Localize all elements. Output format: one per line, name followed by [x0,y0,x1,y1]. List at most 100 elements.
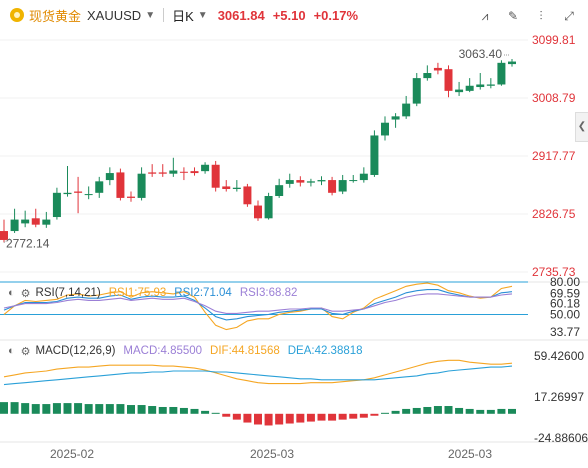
candle-body [370,135,379,175]
eye-icon[interactable]: ◐ [8,287,15,299]
y-tick-label: 2735.73 [532,265,576,279]
candle-body [158,172,167,174]
candle-body [275,185,284,196]
candle-body [433,67,442,71]
macd-tick-label: 59.42600 [534,349,584,363]
dif-line [3,359,513,385]
macd-histogram-bar [264,413,273,426]
candle-body [317,180,326,182]
candle-body [31,218,40,225]
dea-line [3,365,513,386]
macd-histogram-bar [148,406,157,414]
candle-body [285,180,294,184]
chevron-down-icon[interactable]: ▼ [145,9,156,21]
macd-histogram-bar [222,413,231,417]
macd-histogram-bar [349,413,358,419]
high-price-marker: 3063.40 [459,47,503,61]
candle-body [201,164,210,172]
rsi-tick-label: 60.18 [550,296,580,310]
indicator-icon[interactable]: ⩘ [481,9,489,23]
settings-icon[interactable]: ⚙ [20,345,31,358]
macd-histogram-bar [254,413,262,425]
candle-body [381,122,389,136]
macd-histogram-bar [105,404,114,414]
period-selector[interactable]: 日K [172,8,194,24]
candle-body [179,171,188,173]
macd-histogram-bar [402,408,411,414]
macd-histogram-bar [158,406,167,414]
last-price: 3061.84 [217,7,265,23]
draw-icon[interactable]: ✎ [507,9,519,23]
macd-histogram-bar [328,413,337,421]
candle-body [391,116,400,120]
macd-histogram-bar [127,405,135,414]
macd-histogram-bar [179,407,188,414]
gold-coin-icon [10,8,24,22]
eye-icon[interactable]: ◐ [8,345,15,357]
macd-histogram-bar [338,413,347,420]
macd-histogram-bar [275,413,284,425]
candle-body [444,69,453,91]
candle-body [476,84,485,88]
macd-histogram-bar [52,403,61,414]
y-tick-label: 2917.77 [532,149,576,163]
macd-histogram-bar [84,404,93,414]
rsi3-value: RSI3:68.82 [239,287,298,299]
candle-body [74,191,83,193]
divider [163,8,165,22]
macd-histogram-bar [211,412,220,414]
symbol-header: 现货黄金 XAUUSD ▼ 日K ▼ 3061.84 +5.10 +0.17% … [0,0,588,30]
candle-body [455,89,464,93]
candle-body [497,62,506,85]
toolbar: ⩘ ✎ ⫶ ⤢ [476,7,578,25]
macd-histogram-bar [359,413,368,418]
price-change: +5.10 [272,7,306,23]
y-tick-label: 3099.81 [532,33,576,47]
symbol-name[interactable]: 现货黄金 [29,8,82,24]
collapse-arrow-icon[interactable]: ❮ [575,112,588,142]
symbol-code[interactable]: XAUUSD [87,7,142,23]
candle-body [465,85,474,91]
candle-body [423,73,432,79]
candle-body [95,181,104,193]
fullscreen-icon[interactable]: ⤢ [564,9,574,23]
macd-histogram-bar [306,413,315,422]
macd-histogram-bar [137,405,146,414]
rsi2-value: RSI2:71.04 [174,287,232,299]
macd-histogram-bar [285,413,294,424]
macd-histogram-bar [296,413,305,423]
rsi-series-line [3,293,513,314]
marker-leader [3,238,11,243]
macd-histogram-bar [0,402,8,414]
candle-body [21,219,30,224]
x-tick-label: 2025-03 [448,447,492,461]
macd-histogram-bar [232,413,241,420]
candle-body [338,180,347,192]
candle-body [169,170,178,174]
macd-histogram-bar [381,412,389,414]
macd-histogram-bar [444,406,453,414]
candle-body [52,192,61,218]
macd-histogram-bar [190,408,199,414]
candle-body [42,219,51,225]
candle-type-icon[interactable]: ⫶ [539,9,543,23]
candle-body [137,173,146,198]
candle-body [359,173,368,181]
macd-histogram-bar [433,406,442,414]
macd-histogram-bar [116,404,125,414]
rsi-tick-label: 50.00 [550,307,580,321]
candle-body [190,171,199,174]
rsi-series-line [3,289,513,321]
settings-icon[interactable]: ⚙ [20,287,31,300]
rsi-tick-label: 80.00 [550,275,580,289]
macd-tick-label: 17.26997 [534,390,584,404]
macd-histogram-bar [391,410,400,414]
x-tick-label: 2025-03 [250,447,294,461]
candle-body [10,219,19,232]
rsi-tick-label: 33.77 [550,325,580,339]
macd-histogram-bar [486,409,495,414]
chevron-down-icon[interactable]: ▼ [197,9,208,21]
macd-histogram-bar [95,404,104,414]
candle-body [328,180,337,193]
macd-histogram-bar [243,413,252,423]
